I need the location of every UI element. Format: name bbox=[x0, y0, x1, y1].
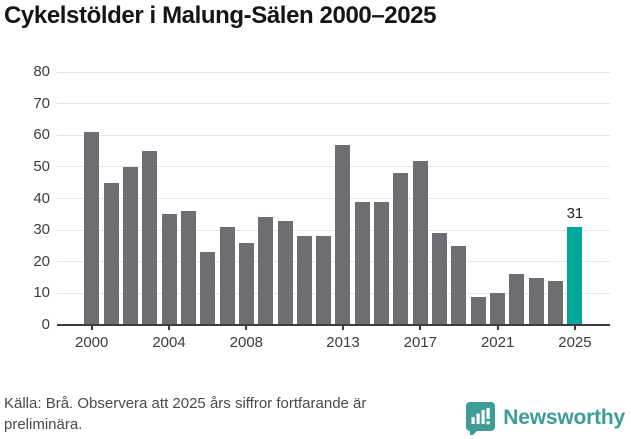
gridline-20 bbox=[57, 261, 610, 263]
bar-2001 bbox=[103, 182, 119, 325]
x-tick-2008 bbox=[245, 325, 248, 330]
bar-2016 bbox=[393, 173, 409, 325]
bar-2012 bbox=[316, 236, 332, 325]
x-axis-label-2004: 2004 bbox=[152, 334, 186, 351]
bar-2021 bbox=[490, 293, 506, 325]
gridline-10 bbox=[57, 292, 610, 294]
bar-2022 bbox=[509, 274, 525, 325]
bar-2005 bbox=[180, 211, 196, 325]
y-axis-label-30: 30 bbox=[33, 221, 50, 239]
bar-2003 bbox=[142, 151, 158, 325]
y-axis-label-40: 40 bbox=[33, 189, 50, 207]
y-axis-label-70: 70 bbox=[33, 94, 50, 112]
bar-2013 bbox=[335, 144, 351, 325]
bar-2006 bbox=[200, 252, 216, 325]
x-axis-label-2008: 2008 bbox=[229, 334, 264, 351]
bar-2000 bbox=[84, 132, 100, 325]
bar-2010 bbox=[277, 220, 293, 325]
bar-2002 bbox=[122, 166, 138, 325]
bar-2015 bbox=[374, 201, 390, 325]
bar-2020 bbox=[470, 296, 486, 325]
x-tick-2004 bbox=[168, 325, 171, 330]
x-tick-2021 bbox=[496, 325, 499, 330]
x-axis-label-2025: 2025 bbox=[558, 334, 592, 351]
newsworthy-logo-icon bbox=[465, 401, 496, 438]
y-axis-label-0: 0 bbox=[41, 316, 50, 333]
bar-2023 bbox=[528, 277, 544, 325]
x-axis-line bbox=[57, 324, 610, 326]
y-axis-label-80: 80 bbox=[33, 63, 50, 80]
bar-2018 bbox=[432, 233, 448, 325]
gridline-50 bbox=[57, 166, 610, 168]
x-tick-2013 bbox=[341, 325, 344, 330]
bar-2024 bbox=[548, 280, 564, 325]
highlight-value-label: 31 bbox=[566, 204, 584, 222]
gridline-40 bbox=[57, 198, 610, 199]
brand-lockup: Newsworthy bbox=[465, 401, 625, 438]
x-axis-label-2000: 2000 bbox=[75, 334, 109, 351]
bar-2025 bbox=[567, 226, 583, 325]
x-axis-label-2017: 2017 bbox=[403, 334, 437, 351]
bar-2008 bbox=[238, 242, 254, 325]
gridline-70 bbox=[57, 103, 610, 105]
bar-2014 bbox=[354, 201, 370, 325]
x-tick-2025 bbox=[573, 325, 576, 330]
bar-2019 bbox=[451, 245, 467, 325]
brand-name: Newsworthy bbox=[503, 406, 625, 429]
x-axis-label-2021: 2021 bbox=[480, 334, 515, 351]
x-axis-label-2013: 2013 bbox=[326, 334, 360, 351]
plot-area: 0 10 20 30 40 50 60 70 80 2000 2004 2008 2013 2017 202… bbox=[33, 63, 610, 351]
bar-2011 bbox=[296, 236, 312, 325]
source-note: Källa: Brå. Observera att 2025 års siffr… bbox=[4, 395, 367, 433]
gridline-60 bbox=[57, 134, 610, 136]
gridline-30 bbox=[57, 229, 610, 231]
bar-2009 bbox=[258, 217, 274, 325]
chart-title: Cykelstölder i Malung-Sälen 2000–2025 bbox=[4, 2, 437, 29]
bar-2017 bbox=[412, 160, 428, 325]
y-axis-label-10: 10 bbox=[33, 284, 50, 302]
y-axis-label-20: 20 bbox=[33, 252, 50, 270]
bar-2007 bbox=[219, 226, 235, 325]
gridline-80 bbox=[57, 71, 610, 73]
x-tick-2017 bbox=[419, 325, 422, 330]
x-tick-2000 bbox=[90, 325, 93, 330]
bar-2004 bbox=[161, 214, 177, 325]
y-axis-label-60: 60 bbox=[33, 126, 50, 144]
y-axis-label-50: 50 bbox=[33, 157, 50, 175]
